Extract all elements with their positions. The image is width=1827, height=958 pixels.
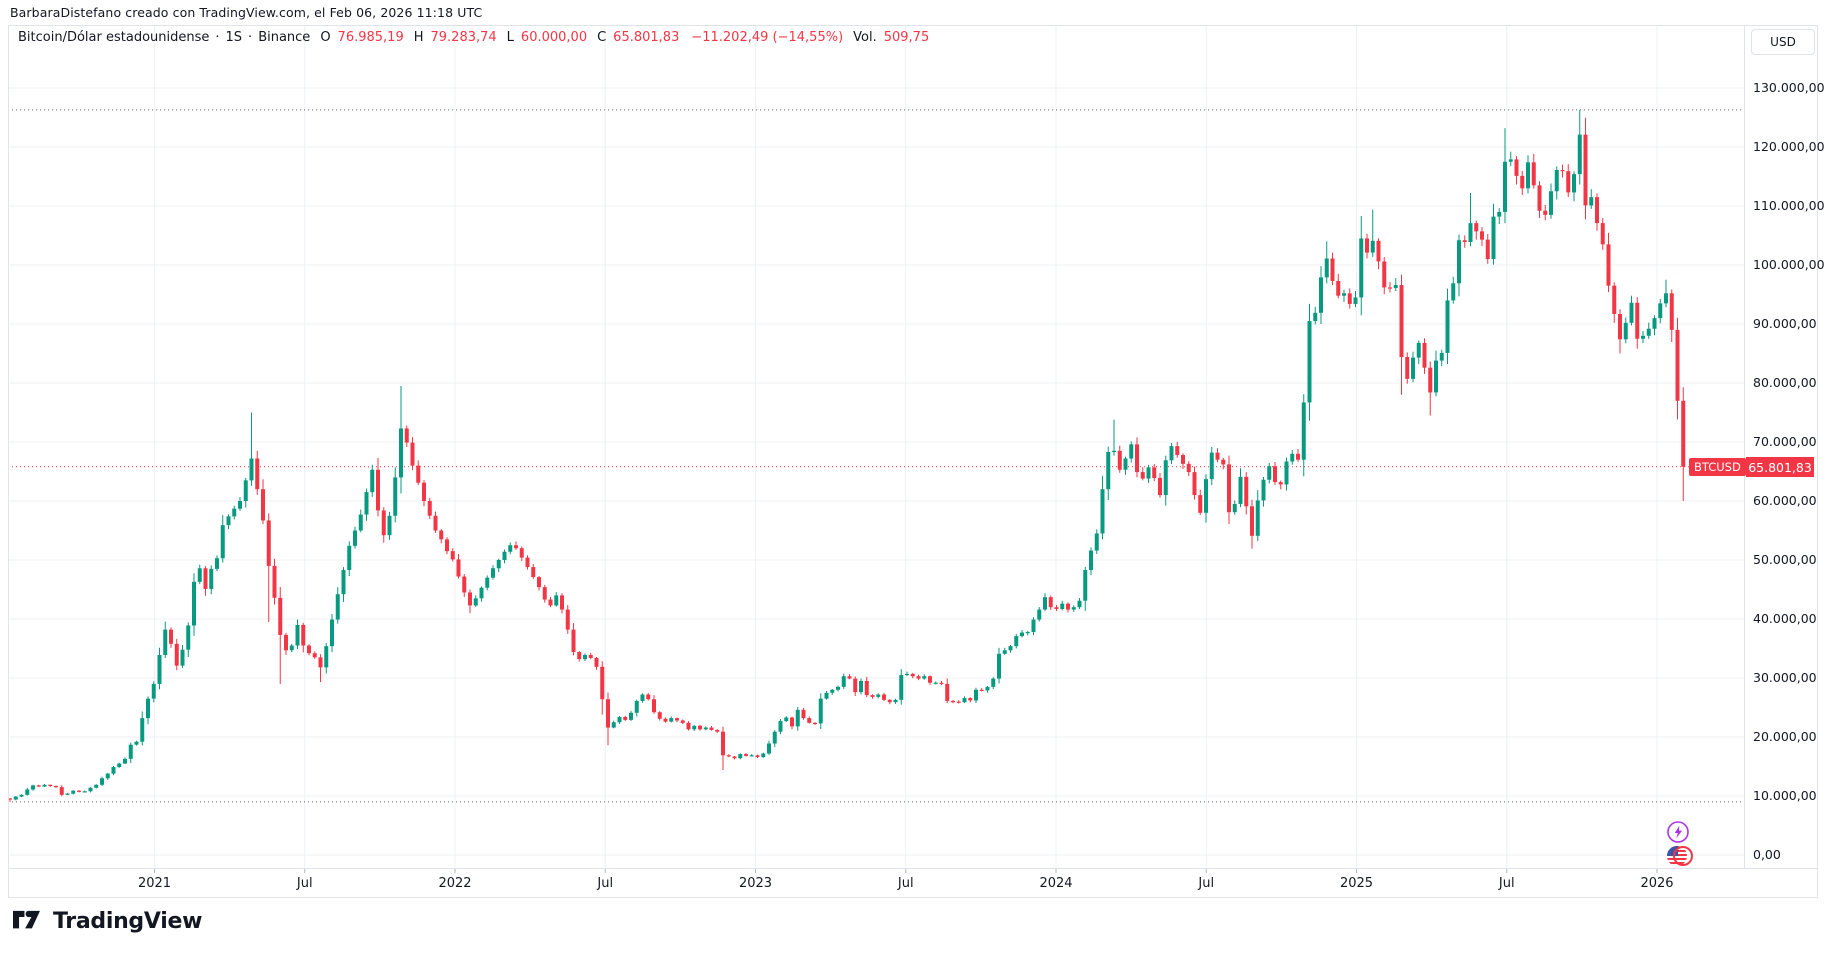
red-ring-icon: [1673, 846, 1693, 866]
price-tick-label: 10.000,00: [1753, 788, 1817, 803]
currency-toggle-button[interactable]: USD: [1751, 29, 1815, 55]
symbol-title[interactable]: Bitcoin/Dólar estadounidense: [18, 30, 210, 45]
high-value: 79.283,74: [430, 30, 497, 45]
low-value: 60.000,00: [520, 30, 588, 45]
price-tick-label: 60.000,00: [1753, 493, 1817, 508]
time-axis[interactable]: 2021 Jul 2022 Jul 2023 Jul 2024 Jul 2025 Jul 2026: [8, 869, 1818, 897]
open-label: O: [320, 30, 331, 45]
interval-label[interactable]: 1S: [225, 30, 243, 45]
price-tick-label: 110.000,00: [1753, 198, 1825, 213]
price-tick-label: 70.000,00: [1753, 434, 1817, 449]
change-value: −11.202,49 (−14,55%): [691, 30, 844, 45]
price-axis[interactable]: 130.000,00 120.000,00 110.000,00 100.000,00…: [1745, 25, 1827, 868]
price-axis-separator: [1744, 25, 1745, 868]
close-label: C: [597, 30, 607, 45]
time-tick-label: Jul: [1198, 876, 1215, 891]
tradingview-logo-icon: [13, 910, 40, 929]
symbol-price-tag: BTCUSD: [1689, 458, 1746, 476]
price-tick-label: 90.000,00: [1753, 316, 1817, 331]
low-label: L: [506, 30, 514, 45]
attribution-text: BarbaraDistefano creado con TradingView.…: [10, 5, 483, 20]
time-tick-label: Jul: [1498, 876, 1515, 891]
tradingview-logo[interactable]: TradingView: [13, 906, 202, 936]
price-tick-label: 30.000,00: [1753, 670, 1817, 685]
volume-value: 509,75: [883, 30, 930, 45]
time-tick-label: 2022: [438, 876, 472, 891]
time-tick-label: Jul: [897, 876, 914, 891]
time-tick-label: Jul: [296, 876, 313, 891]
time-axis-separator: [8, 868, 1818, 869]
price-tick-label: 80.000,00: [1753, 375, 1817, 390]
price-tick-label: 120.000,00: [1753, 139, 1825, 154]
flag-canton: [1667, 846, 1678, 856]
legend-separator: ·: [248, 30, 253, 45]
usa-flag-badge[interactable]: [1666, 845, 1696, 869]
price-tick-label: 0,00: [1753, 847, 1781, 862]
time-tick-label: 2025: [1339, 876, 1374, 891]
time-tick-label: 2024: [1039, 876, 1073, 891]
time-tick-label: 2026: [1640, 876, 1674, 891]
chart-legend: Bitcoin/Dólar estadounidense · 1S · Bina…: [18, 30, 929, 45]
time-tick-label: 2023: [738, 876, 773, 891]
lightning-badge[interactable]: [1667, 821, 1689, 847]
legend-separator: ·: [215, 30, 220, 45]
price-tick-label: 130.000,00: [1753, 80, 1825, 95]
tradingview-logo-text: TradingView: [53, 908, 203, 934]
price-tick-label: 40.000,00: [1753, 611, 1817, 626]
price-tick-label: 100.000,00: [1753, 257, 1825, 272]
exchange-label: Binance: [258, 30, 311, 45]
lightning-icon: [1667, 821, 1689, 843]
high-label: H: [413, 30, 424, 45]
price-tick-label: 50.000,00: [1753, 552, 1817, 567]
open-value: 76.985,19: [337, 30, 404, 45]
price-tick-label: 20.000,00: [1753, 729, 1817, 744]
time-tick-label: Jul: [597, 876, 614, 891]
current-price-tag: 65.801,83: [1746, 457, 1814, 477]
close-value: 65.801,83: [613, 30, 680, 45]
time-tick-label: 2021: [137, 876, 172, 891]
volume-label: Vol.: [853, 30, 877, 45]
